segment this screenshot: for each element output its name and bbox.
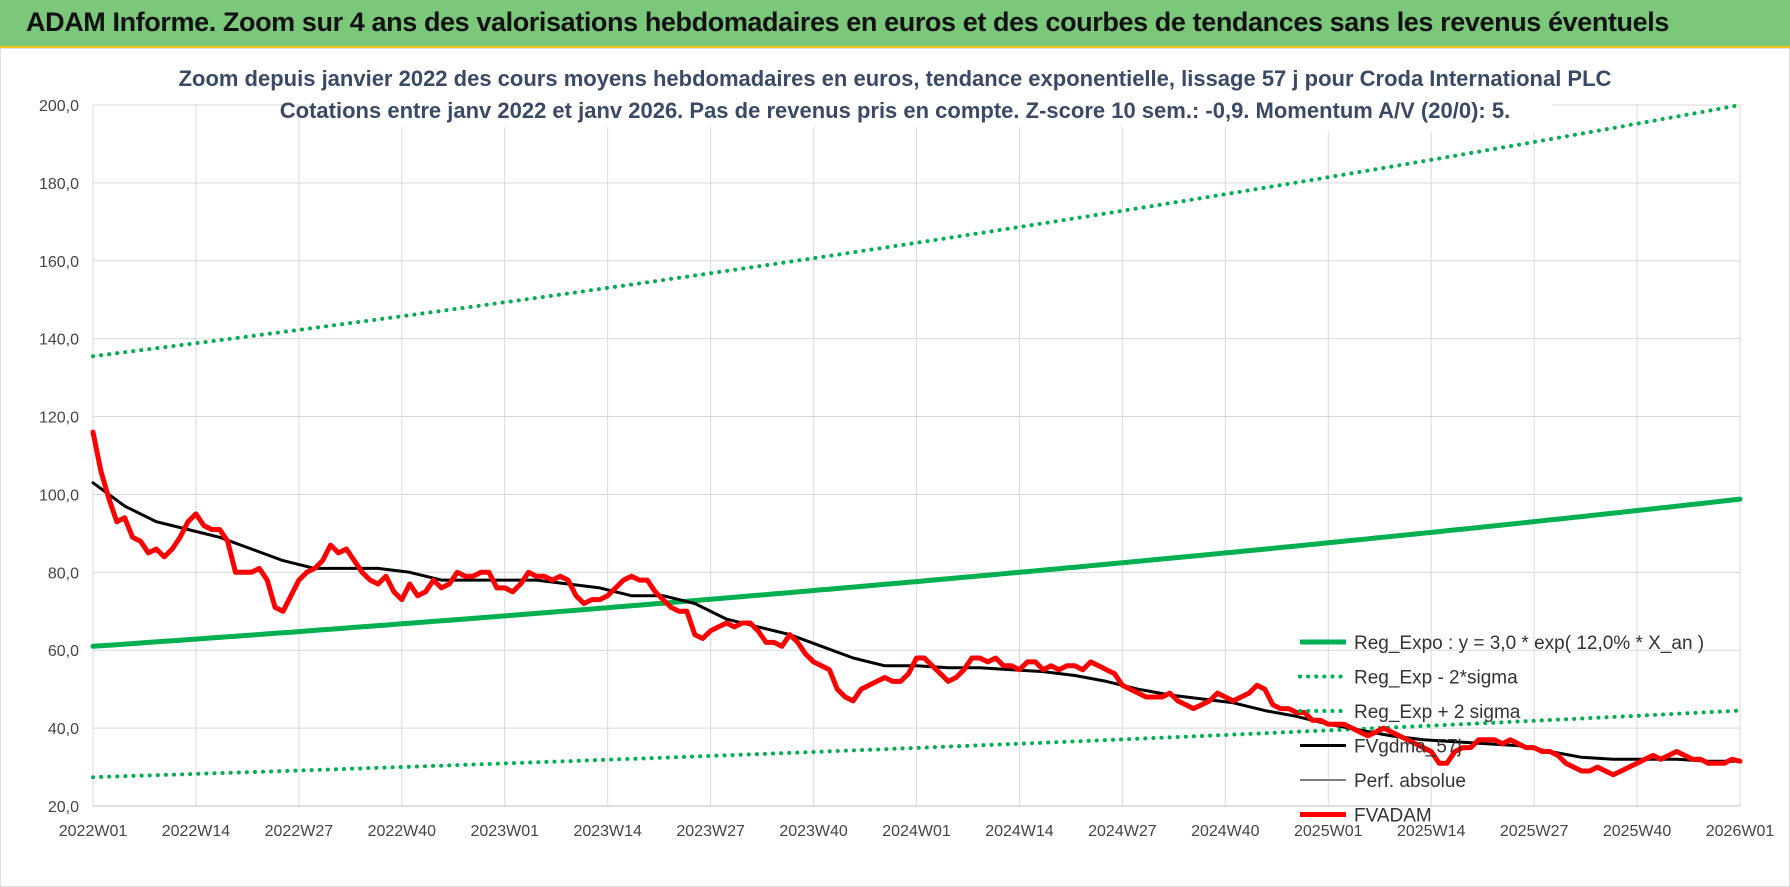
x-tick-label: 2024W01 xyxy=(882,823,951,840)
chart-legend: Reg_Expo : y = 3,0 * exp( 12,0% * X_an )… xyxy=(1298,633,1704,827)
y-tick-label: 20,0 xyxy=(48,799,79,816)
legend-label: Reg_Expo : y = 3,0 * exp( 12,0% * X_an ) xyxy=(1354,633,1704,654)
x-tick-label: 2022W40 xyxy=(368,823,437,840)
x-tick-label: 2023W01 xyxy=(471,823,540,840)
x-tick-label: 2022W27 xyxy=(265,823,334,840)
chart-axes: 20,0 40,0 60,0 80,0 100,0 120,0 140,0 160,0 180,… xyxy=(39,98,1774,840)
chart-frame xyxy=(0,48,1790,887)
x-tick-label: 2025W40 xyxy=(1603,823,1672,840)
title-backdrop xyxy=(238,61,1552,95)
x-tick-label: 2024W14 xyxy=(985,823,1054,840)
y-tick-label: 40,0 xyxy=(48,721,79,738)
x-tick-label: 2023W14 xyxy=(573,823,642,840)
y-tick-label: 60,0 xyxy=(48,643,79,660)
y-tick-label: 80,0 xyxy=(48,565,79,582)
chart-area: Zoom depuis janvier 2022 des cours moyen… xyxy=(0,48,1790,887)
x-tick-label: 2023W40 xyxy=(779,823,848,840)
y-tick-label: 120,0 xyxy=(39,410,79,427)
series-line-3 xyxy=(91,481,1742,763)
legend-label: Reg_Exp + 2 sigma xyxy=(1354,702,1521,723)
legend-label: Perf. absolue xyxy=(1354,771,1466,792)
legend-label: FVgdma_57j xyxy=(1354,737,1462,758)
x-tick-label: 2022W01 xyxy=(59,823,128,840)
chart-title-line-1: Zoom depuis janvier 2022 des cours moyen… xyxy=(179,66,1612,91)
chart-grid xyxy=(92,104,1741,807)
line-chart: Zoom depuis janvier 2022 des cours moyen… xyxy=(0,48,1790,887)
x-tick-label: 2024W40 xyxy=(1191,823,1260,840)
chart-title-line-2: Cotations entre janv 2022 et janv 2026. … xyxy=(280,98,1510,123)
series-line-5 xyxy=(90,429,1743,778)
series-line-1 xyxy=(91,708,1742,780)
title-backdrop xyxy=(313,93,1477,127)
legend-label: FVADAM xyxy=(1354,806,1432,827)
x-tick-label: 2022W14 xyxy=(162,823,231,840)
report-banner: ADAM Informe. Zoom sur 4 ans des valoris… xyxy=(0,0,1790,48)
legend-label: Reg_Exp - 2*sigma xyxy=(1354,668,1518,689)
y-tick-label: 160,0 xyxy=(39,254,79,271)
x-tick-label: 2023W27 xyxy=(676,823,745,840)
y-tick-label: 180,0 xyxy=(39,176,79,193)
report-banner-title: ADAM Informe. Zoom sur 4 ans des valoris… xyxy=(26,7,1669,37)
series-line-0 xyxy=(90,496,1743,649)
x-tick-label: 2025W01 xyxy=(1294,823,1363,840)
x-tick-label: 2024W27 xyxy=(1088,823,1157,840)
x-tick-label: 2025W14 xyxy=(1397,823,1466,840)
series-line-2 xyxy=(91,103,1742,359)
y-tick-label: 100,0 xyxy=(39,487,79,504)
y-tick-label: 200,0 xyxy=(39,98,79,115)
chart-title: Zoom depuis janvier 2022 des cours moyen… xyxy=(179,61,1612,127)
x-tick-label: 2025W27 xyxy=(1500,823,1569,840)
y-tick-label: 140,0 xyxy=(39,332,79,349)
x-tick-label: 2026W01 xyxy=(1706,823,1775,840)
